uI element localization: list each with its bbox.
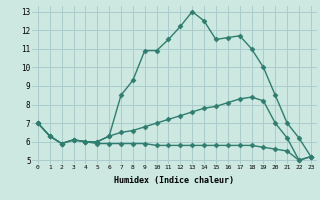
X-axis label: Humidex (Indice chaleur): Humidex (Indice chaleur) (115, 176, 234, 185)
